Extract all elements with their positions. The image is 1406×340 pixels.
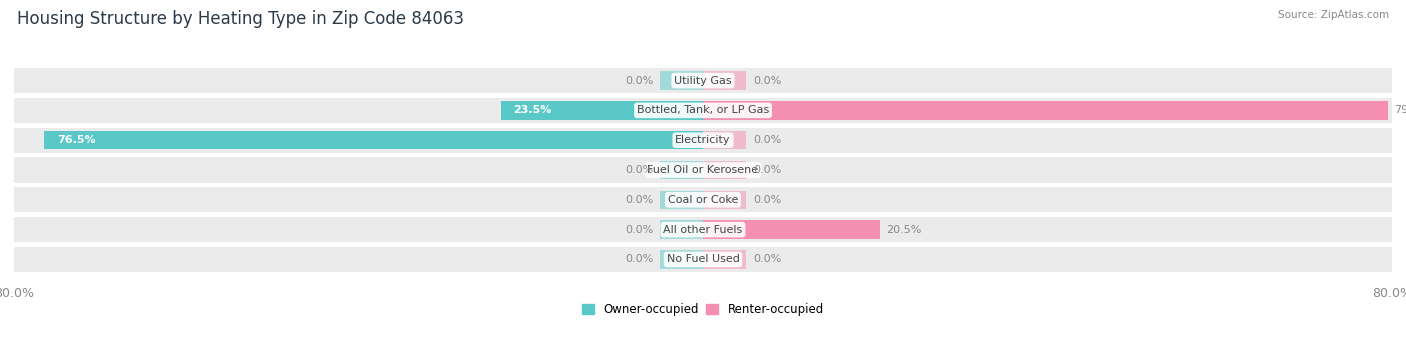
Text: No Fuel Used: No Fuel Used [666, 254, 740, 265]
Bar [14, 68, 1392, 93]
Bar [14, 157, 1392, 183]
Text: 0.0%: 0.0% [754, 254, 782, 265]
Text: 0.0%: 0.0% [624, 75, 652, 86]
Bar [703, 220, 880, 239]
Bar [703, 161, 747, 179]
Text: Fuel Oil or Kerosene: Fuel Oil or Kerosene [647, 165, 759, 175]
Text: 76.5%: 76.5% [58, 135, 96, 145]
Bar [659, 220, 703, 239]
Bar [659, 161, 703, 179]
Text: Electricity: Electricity [675, 135, 731, 145]
Text: Housing Structure by Heating Type in Zip Code 84063: Housing Structure by Heating Type in Zip… [17, 10, 464, 28]
Text: 0.0%: 0.0% [754, 135, 782, 145]
Bar [703, 71, 747, 90]
Legend: Owner-occupied, Renter-occupied: Owner-occupied, Renter-occupied [578, 298, 828, 321]
Text: Coal or Coke: Coal or Coke [668, 195, 738, 205]
Text: Bottled, Tank, or LP Gas: Bottled, Tank, or LP Gas [637, 105, 769, 115]
Text: 0.0%: 0.0% [624, 195, 652, 205]
Bar [659, 250, 703, 269]
Text: All other Fuels: All other Fuels [664, 225, 742, 235]
Bar [14, 98, 1392, 123]
Text: 0.0%: 0.0% [754, 165, 782, 175]
Text: 79.5%: 79.5% [1395, 105, 1406, 115]
Bar [703, 250, 747, 269]
Bar [659, 71, 703, 90]
Text: 0.0%: 0.0% [754, 195, 782, 205]
Bar [703, 190, 747, 209]
Bar [703, 131, 747, 150]
Bar [14, 247, 1392, 272]
Bar [703, 101, 1388, 120]
Text: 0.0%: 0.0% [624, 225, 652, 235]
Bar [44, 131, 703, 150]
Text: 23.5%: 23.5% [513, 105, 553, 115]
Text: 0.0%: 0.0% [624, 165, 652, 175]
Bar [14, 128, 1392, 153]
Bar [14, 187, 1392, 212]
Bar [14, 217, 1392, 242]
Text: 0.0%: 0.0% [754, 75, 782, 86]
Bar [659, 190, 703, 209]
Text: Utility Gas: Utility Gas [675, 75, 731, 86]
Text: Source: ZipAtlas.com: Source: ZipAtlas.com [1278, 10, 1389, 20]
Text: 20.5%: 20.5% [886, 225, 922, 235]
Bar [501, 101, 703, 120]
Text: 0.0%: 0.0% [624, 254, 652, 265]
